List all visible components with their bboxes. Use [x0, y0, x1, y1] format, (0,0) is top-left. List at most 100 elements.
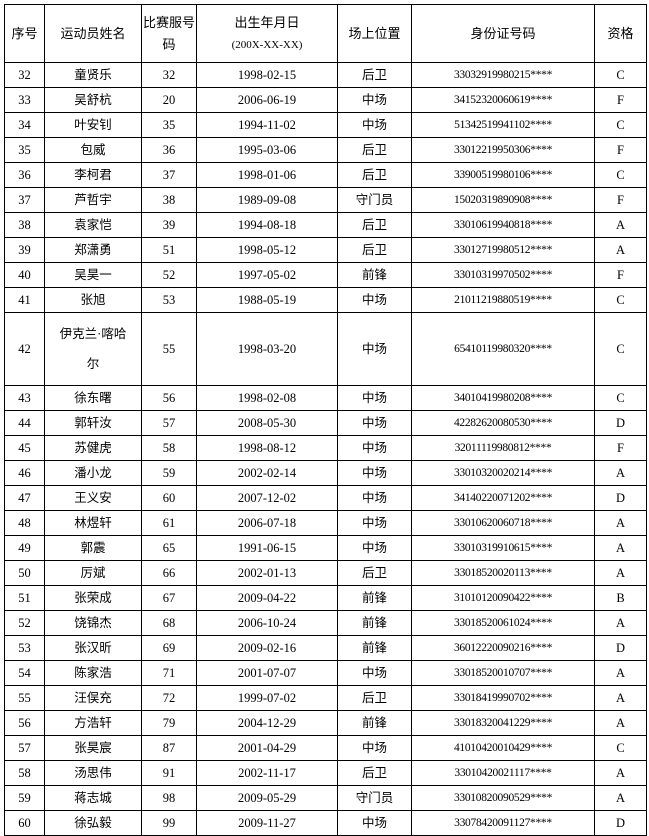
qualification-cell: F [594, 262, 647, 288]
birth-cell: 1998-08-12 [196, 435, 338, 461]
jersey-cell: 53 [141, 287, 197, 313]
jersey-cell: 72 [141, 685, 197, 711]
birth-cell: 1994-11-02 [196, 112, 338, 138]
position-cell: 中场 [337, 485, 412, 511]
id-number-cell: 31010120090422**** [411, 585, 595, 611]
name-cell: 吴昊一 [44, 262, 142, 288]
index-cell: 43 [4, 385, 45, 411]
index-cell: 59 [4, 785, 45, 811]
birth-cell: 2002-02-14 [196, 460, 338, 486]
qualification-cell: A [594, 560, 647, 586]
position-cell: 后卫 [337, 760, 412, 786]
id-number-cell: 42282620080530**** [411, 410, 595, 436]
position-cell: 前锋 [337, 610, 412, 636]
position-cell: 守门员 [337, 785, 412, 811]
qualification-cell: F [594, 187, 647, 213]
table-body: 32 童贤乐 32 1998-02-15 后卫 33032919980215**** C 33… [4, 62, 647, 836]
position-cell: 前锋 [337, 585, 412, 611]
position-cell: 守门员 [337, 187, 412, 213]
index-cell: 49 [4, 535, 45, 561]
id-number-cell: 33900519980106**** [411, 162, 595, 188]
name-cell: 袁家恺 [44, 212, 142, 238]
name-cell: 芦哲宇 [44, 187, 142, 213]
index-cell: 41 [4, 287, 45, 313]
index-cell: 45 [4, 435, 45, 461]
position-cell: 后卫 [337, 212, 412, 238]
table-row: 53 张汉昕 69 2009-02-16 前锋 36012220090216**** D [4, 635, 647, 661]
qualification-cell: A [594, 610, 647, 636]
header-position: 场上位置 [337, 4, 412, 63]
id-number-cell: 34152320060619**** [411, 87, 595, 113]
name-cell: 张荣成 [44, 585, 142, 611]
qualification-cell: C [594, 385, 647, 411]
jersey-cell: 58 [141, 435, 197, 461]
index-cell: 44 [4, 410, 45, 436]
jersey-cell: 35 [141, 112, 197, 138]
jersey-cell: 91 [141, 760, 197, 786]
table-row: 35 包威 36 1995-03-06 后卫 33012219950306**** F [4, 137, 647, 163]
jersey-cell: 32 [141, 62, 197, 88]
id-number-cell: 33018419990702**** [411, 685, 595, 711]
jersey-cell: 87 [141, 735, 197, 761]
header-birth-label: 出生年月日 [234, 14, 300, 30]
name-cell: 郑潇勇 [44, 237, 142, 263]
name-cell: 苏健虎 [44, 435, 142, 461]
position-cell: 中场 [337, 435, 412, 461]
jersey-cell: 79 [141, 710, 197, 736]
position-cell: 中场 [337, 535, 412, 561]
birth-cell: 2006-07-18 [196, 510, 338, 536]
id-number-cell: 33012219950306**** [411, 137, 595, 163]
position-cell: 后卫 [337, 162, 412, 188]
birth-cell: 2001-04-29 [196, 735, 338, 761]
table-row: 52 饶锦杰 68 2006-10-24 前锋 33018520061024**** A [4, 610, 647, 636]
birth-cell: 2009-02-16 [196, 635, 338, 661]
id-number-cell: 33018520020113**** [411, 560, 595, 586]
index-cell: 35 [4, 137, 45, 163]
qualification-cell: C [594, 162, 647, 188]
jersey-cell: 37 [141, 162, 197, 188]
name-cell: 张旭 [44, 287, 142, 313]
position-cell: 后卫 [337, 137, 412, 163]
birth-cell: 2002-01-13 [196, 560, 338, 586]
index-cell: 60 [4, 810, 45, 836]
name-cell: 王义安 [44, 485, 142, 511]
qualification-cell: F [594, 137, 647, 163]
table-row: 54 陈家浩 71 2001-07-07 中场 33018520010707**** A [4, 660, 647, 686]
id-number-cell: 33032919980215**** [411, 62, 595, 88]
id-number-cell: 33010319910615**** [411, 535, 595, 561]
index-cell: 55 [4, 685, 45, 711]
qualification-cell: D [594, 810, 647, 836]
qualification-cell: A [594, 535, 647, 561]
index-cell: 34 [4, 112, 45, 138]
name-cell: 汤思伟 [44, 760, 142, 786]
id-number-cell: 33018320041229**** [411, 710, 595, 736]
name-cell: 林煜轩 [44, 510, 142, 536]
qualification-cell: A [594, 212, 647, 238]
table-row: 43 徐东曙 56 1998-02-08 中场 34010419980208**** C [4, 385, 647, 411]
id-number-cell: 34010419980208**** [411, 385, 595, 411]
birth-cell: 2001-07-07 [196, 660, 338, 686]
name-cell: 方浩轩 [44, 710, 142, 736]
qualification-cell: A [594, 510, 647, 536]
jersey-cell: 57 [141, 410, 197, 436]
jersey-cell: 66 [141, 560, 197, 586]
jersey-cell: 55 [141, 312, 197, 386]
name-cell: 张汉昕 [44, 635, 142, 661]
id-number-cell: 21011219880519**** [411, 287, 595, 313]
qualification-cell: C [594, 735, 647, 761]
table-row: 47 王义安 60 2007-12-02 中场 34140220071202**** D [4, 485, 647, 511]
index-cell: 53 [4, 635, 45, 661]
qualification-cell: F [594, 87, 647, 113]
table-row: 60 徐弘毅 99 2009-11-27 中场 33078420091127**** D [4, 810, 647, 836]
qualification-cell: A [594, 237, 647, 263]
index-cell: 56 [4, 710, 45, 736]
position-cell: 中场 [337, 112, 412, 138]
birth-cell: 1991-06-15 [196, 535, 338, 561]
jersey-cell: 36 [141, 137, 197, 163]
index-cell: 32 [4, 62, 45, 88]
table-row: 41 张旭 53 1988-05-19 中场 21011219880519**** C [4, 287, 647, 313]
jersey-cell: 52 [141, 262, 197, 288]
birth-cell: 1995-03-06 [196, 137, 338, 163]
id-number-cell: 36012220090216**** [411, 635, 595, 661]
index-cell: 47 [4, 485, 45, 511]
